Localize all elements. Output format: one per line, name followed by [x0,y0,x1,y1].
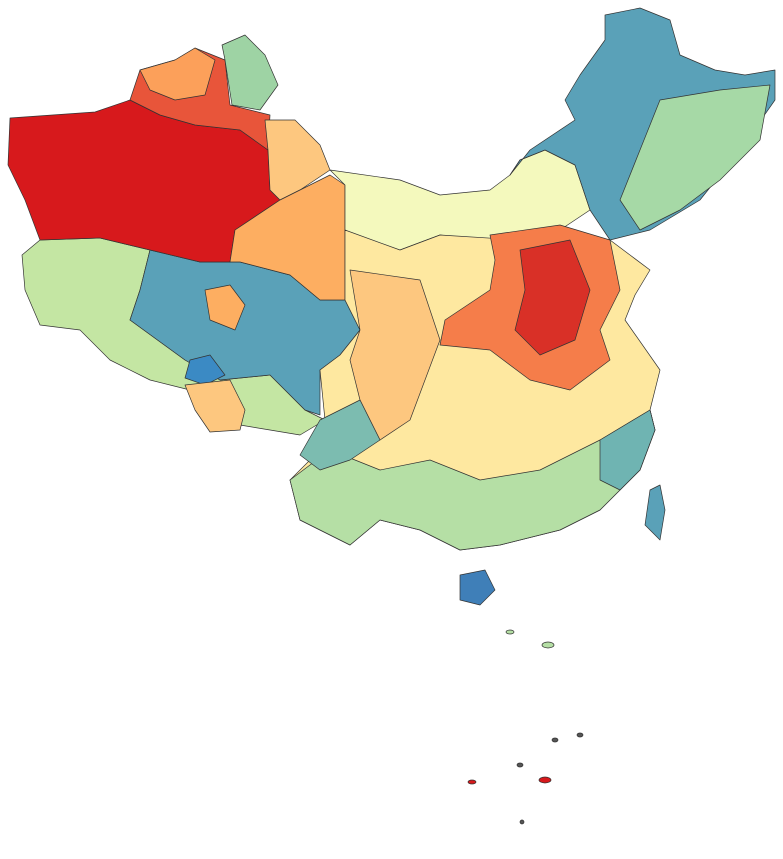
regions [7,7,776,606]
region [184,354,226,386]
region [459,569,496,606]
region [514,239,591,356]
region [599,409,656,491]
island [551,737,559,743]
region [229,174,346,301]
region [619,84,771,231]
island [541,641,555,649]
island [467,779,477,785]
islands [467,629,584,825]
island [505,629,515,635]
island [538,776,552,784]
region [299,399,381,471]
region [184,379,246,433]
region [139,47,216,101]
region [204,284,246,331]
island [576,732,584,738]
region [221,34,279,111]
island [519,819,525,825]
island [516,762,524,768]
region [644,484,666,541]
